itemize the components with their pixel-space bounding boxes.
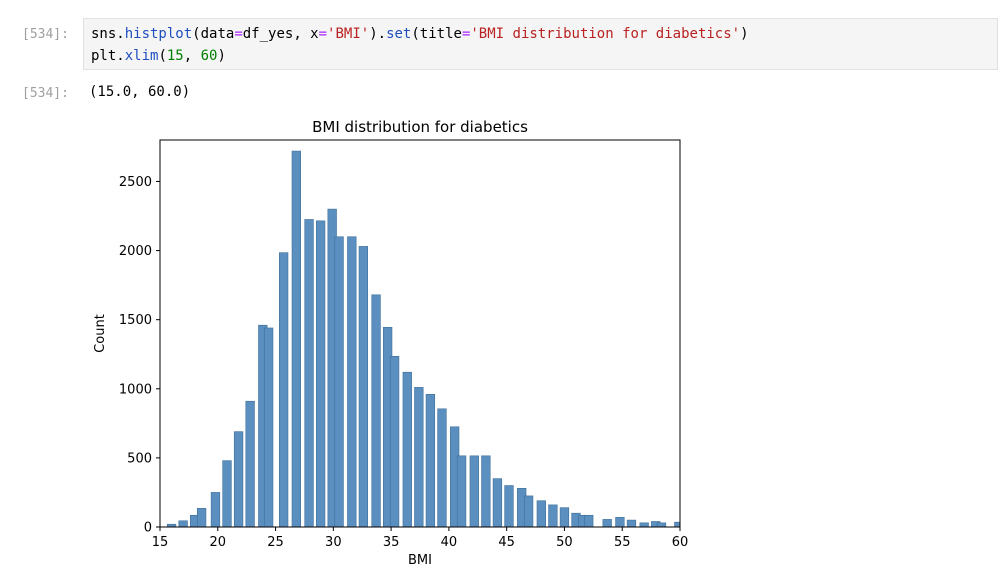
code-token: xlim xyxy=(124,48,159,64)
y-tick-label: 1500 xyxy=(119,313,152,328)
histogram-bar xyxy=(584,514,594,528)
y-tick-label: 0 xyxy=(144,521,152,536)
output-text: (15.0, 60.0) xyxy=(89,84,191,100)
histogram-bar xyxy=(371,294,381,528)
histogram-bar xyxy=(548,504,558,528)
histogram-bar xyxy=(358,246,369,528)
histogram-bar xyxy=(334,236,344,528)
code-token: (title xyxy=(411,26,462,42)
x-tick-label: 60 xyxy=(672,535,689,550)
histogram-bar xyxy=(615,517,625,528)
code-line-2: plt.xlim(15, 60) xyxy=(91,48,226,64)
x-ticks: 15 20 25 30 35 40 45 50 55 60 xyxy=(152,527,689,550)
y-tick-label: 2000 xyxy=(119,244,152,259)
plot-frame xyxy=(159,139,681,528)
x-tick-label: 55 xyxy=(614,535,631,550)
histogram-bar xyxy=(304,219,314,528)
histogram-bar xyxy=(559,507,570,528)
code-token: ). xyxy=(369,26,387,42)
histogram-bar xyxy=(504,485,514,528)
histogram-bar xyxy=(602,519,612,528)
code-token: 60 xyxy=(200,48,218,64)
code-cell: [534]: sns.histplot(data=df_yes, x='BMI'… xyxy=(0,0,1000,75)
histogram-bar xyxy=(315,220,326,528)
code-token: histplot xyxy=(124,26,193,42)
output-cell: [534]: xyxy=(0,75,1000,587)
histogram-bar xyxy=(196,508,207,528)
y-tick-label: 500 xyxy=(127,451,152,466)
histogram-bar xyxy=(245,400,255,528)
x-tick-label: 20 xyxy=(210,535,227,550)
histogram-bar xyxy=(674,521,681,528)
histogram-bar xyxy=(456,455,467,528)
x-tick-label: 15 xyxy=(152,535,169,550)
code-line-1: sns.histplot(data=df_yes, x='BMI').set(t… xyxy=(91,26,749,42)
code-token: , xyxy=(183,48,201,64)
histogram-bar xyxy=(263,327,274,528)
code-token: set xyxy=(386,26,412,42)
histogram-bar xyxy=(210,492,221,528)
code-token: sns. xyxy=(91,26,125,42)
histogram-bar xyxy=(222,460,232,528)
histogram-bar xyxy=(656,522,667,528)
histogram-bar xyxy=(402,371,412,528)
code-token: ) xyxy=(740,26,749,42)
x-tick-label: 25 xyxy=(267,535,284,550)
histogram-bar xyxy=(492,478,503,528)
x-tick-label: 35 xyxy=(383,535,400,550)
histogram-bar xyxy=(639,522,649,528)
histogram-bar xyxy=(626,519,637,528)
code-token: 'BMI distribution for diabetics' xyxy=(470,26,741,42)
x-axis-label: BMI xyxy=(408,553,432,568)
histogram-bar xyxy=(523,495,534,528)
bars-group xyxy=(166,150,681,528)
code-token: ( xyxy=(158,48,167,64)
histogram-bar xyxy=(481,455,491,528)
x-tick-label: 50 xyxy=(556,535,573,550)
code-token: ) xyxy=(217,48,226,64)
histogram-chart: 15 20 25 30 35 40 45 50 55 60 0 500 1000 1500 2000 250… xyxy=(93,118,689,568)
y-tick-label: 2500 xyxy=(119,175,152,190)
x-tick-label: 40 xyxy=(441,535,458,550)
histogram-bar xyxy=(437,408,447,528)
code-token: = xyxy=(318,26,328,42)
histogram-bar xyxy=(536,500,546,528)
code-token: = xyxy=(234,26,243,42)
input-prompt: [534]: xyxy=(22,27,69,42)
histogram-bar xyxy=(389,356,400,528)
code-token: 15 xyxy=(166,48,184,64)
y-axis-label: Count xyxy=(93,314,108,353)
code-token: 'BMI' xyxy=(327,26,370,42)
code-token: = xyxy=(461,26,471,42)
histogram-bar xyxy=(347,236,357,528)
code-token: (data xyxy=(192,26,235,42)
histogram-bar xyxy=(178,520,188,528)
y-ticks: 0 500 1000 1500 2000 2500 xyxy=(119,175,160,536)
histogram-bar xyxy=(233,431,244,528)
x-tick-label: 45 xyxy=(498,535,515,550)
code-token: plt. xyxy=(91,48,125,64)
output-prompt: [534]: xyxy=(22,86,69,101)
y-tick-label: 1000 xyxy=(119,382,152,397)
code-token: df_yes, x xyxy=(242,26,319,42)
histogram-bar xyxy=(469,455,479,528)
histogram-bar xyxy=(291,150,301,528)
histogram-bar xyxy=(414,387,424,528)
x-tick-label: 30 xyxy=(325,535,342,550)
chart-title: BMI distribution for diabetics xyxy=(312,118,528,136)
histogram-bar xyxy=(425,394,436,528)
code-editor[interactable]: sns.histplot(data=df_yes, x='BMI').set(t… xyxy=(83,18,998,70)
histogram-bar xyxy=(279,252,289,528)
